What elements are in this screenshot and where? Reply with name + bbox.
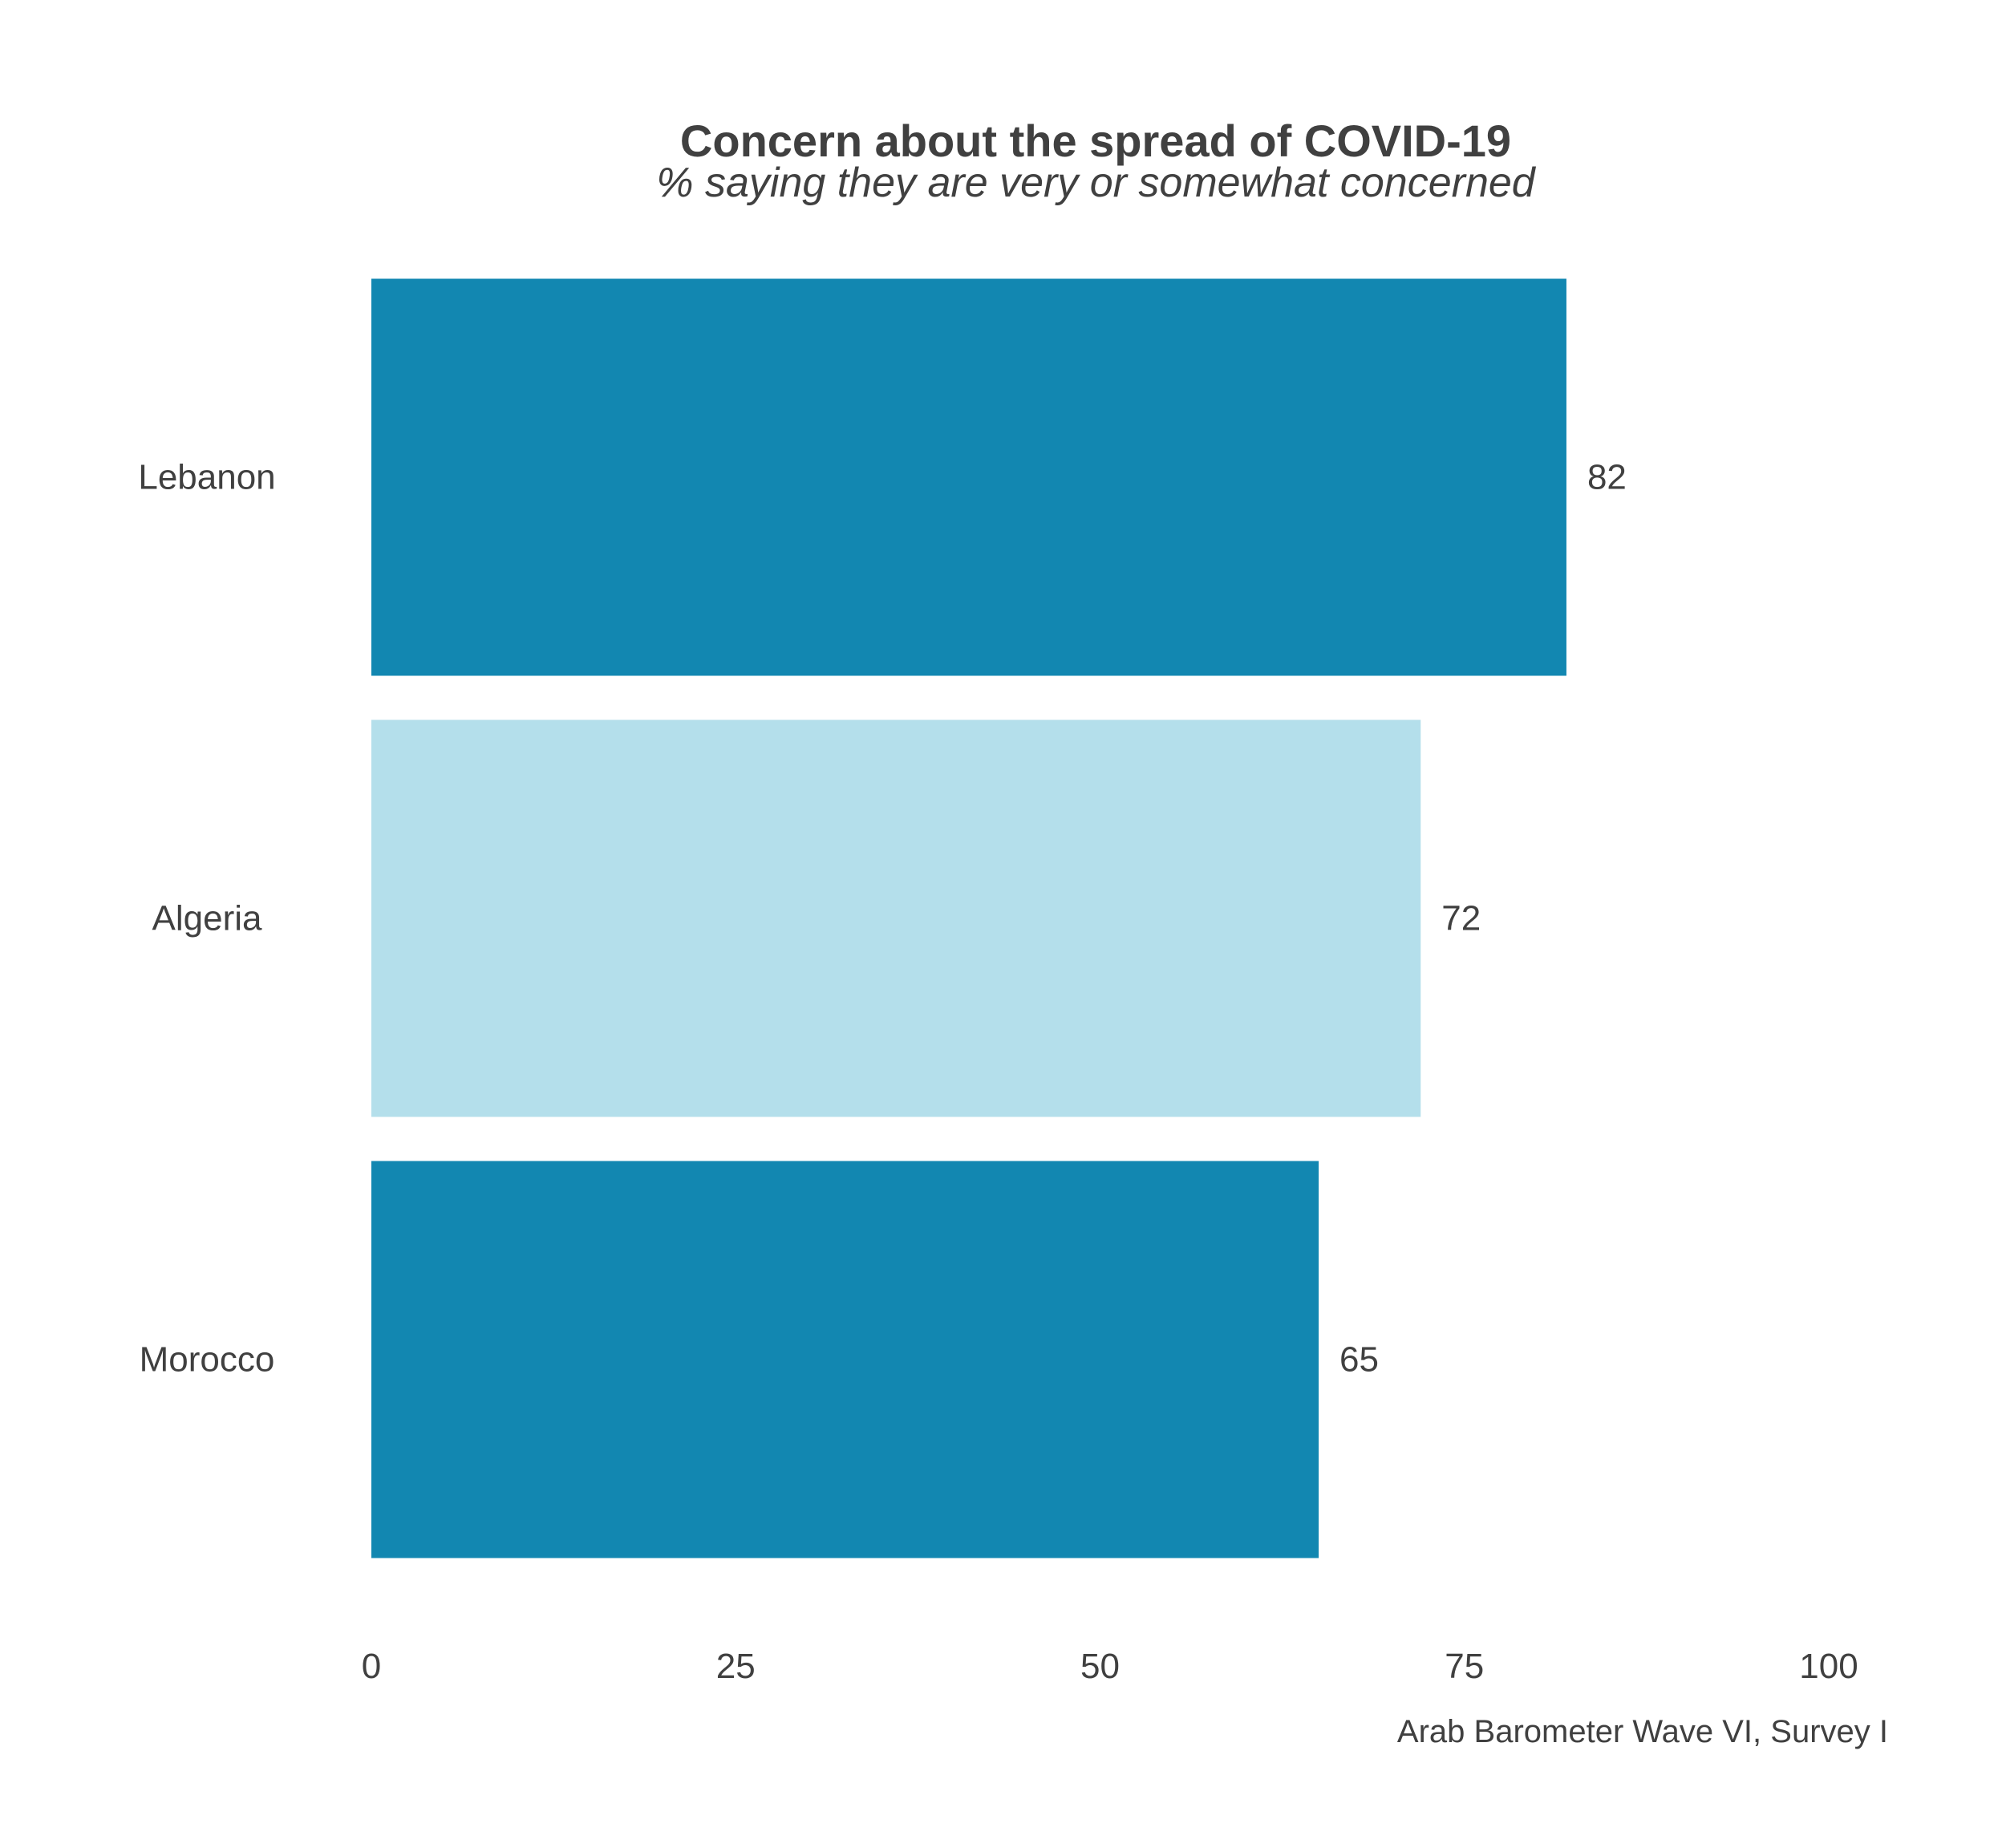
- bars-layer: [371, 278, 1566, 1558]
- chart-subtitle: % saying they are very or somewhat conce…: [656, 160, 1537, 206]
- x-tick-label-75: 75: [1445, 1647, 1484, 1686]
- chart-caption: Arab Barometer Wave VI, Survey I: [1397, 1714, 1888, 1749]
- data-label-algeria: 72: [1441, 899, 1481, 938]
- x-tick-label-100: 100: [1799, 1647, 1858, 1686]
- category-label-lebanon: Lebanon: [138, 458, 275, 497]
- bar-algeria: [371, 719, 1421, 1117]
- category-label-morocco: Morocco: [140, 1340, 275, 1380]
- bar-lebanon: [371, 278, 1566, 676]
- data-labels: 82 72 65: [1339, 458, 1627, 1380]
- x-tick-label-50: 50: [1080, 1647, 1120, 1686]
- x-axis-ticks: 0 25 50 75 100: [362, 1647, 1858, 1686]
- category-label-algeria: Algeria: [152, 899, 262, 938]
- x-tick-label-25: 25: [716, 1647, 756, 1686]
- bar-morocco: [371, 1161, 1319, 1558]
- category-labels: Lebanon Algeria Morocco: [138, 458, 275, 1380]
- chart-title: Concern about the spread of COVID-19: [680, 116, 1511, 166]
- data-label-lebanon: 82: [1587, 458, 1627, 497]
- data-label-morocco: 65: [1339, 1340, 1379, 1380]
- x-tick-label-0: 0: [362, 1647, 381, 1686]
